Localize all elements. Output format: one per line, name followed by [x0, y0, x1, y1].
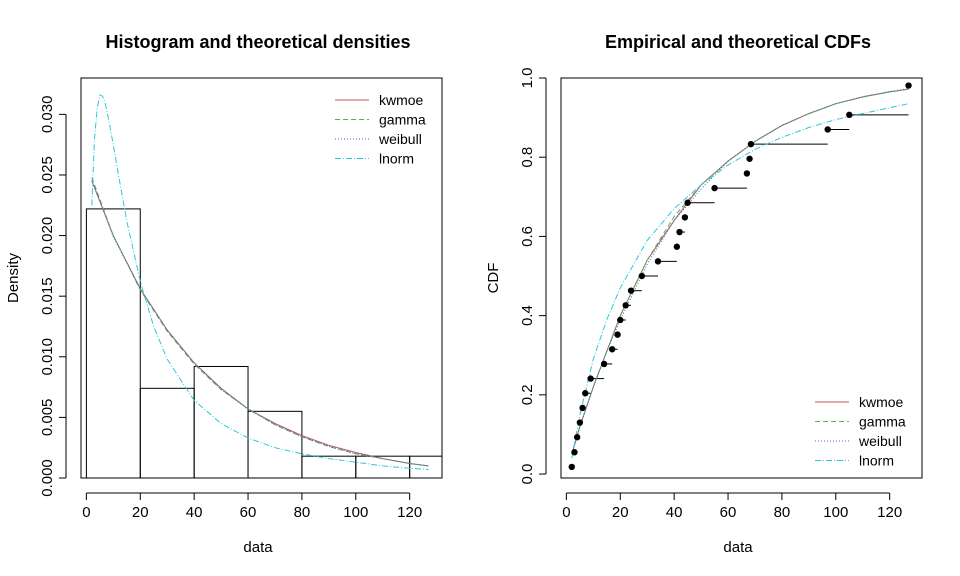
histogram-bar	[301, 455, 357, 479]
empirical-point	[576, 419, 584, 426]
y-tick-label: 0.4	[519, 305, 536, 326]
empirical-point	[846, 111, 853, 119]
histogram-bar	[85, 208, 141, 479]
chart-title: Empirical and theoretical CDFs	[605, 32, 871, 52]
x-axis-label: data	[243, 539, 273, 556]
x-tick-label: 80	[774, 504, 791, 521]
y-tick-label: 0.020	[39, 217, 56, 255]
y-tick-label: 0.2	[519, 384, 536, 405]
y-tick-label: 0.000	[39, 459, 56, 497]
empirical-point	[824, 126, 831, 133]
x-tick-label: 40	[666, 504, 683, 521]
histogram-bar	[139, 387, 195, 479]
empirical-point	[622, 302, 629, 309]
empirical-points	[568, 82, 912, 471]
x-tick-label: 0	[562, 504, 570, 521]
y-tick-label: 0.6	[519, 226, 536, 247]
legend: kwmoe gamma weibull lnorm	[815, 394, 906, 469]
empirical-point	[673, 243, 681, 250]
legend-label-lnorm: lnorm	[379, 151, 414, 167]
x-axis-label: data	[723, 539, 753, 556]
series-line-gamma	[571, 88, 909, 455]
empirical-point	[582, 390, 589, 397]
empirical-point	[600, 360, 608, 368]
empirical-point	[747, 140, 755, 148]
x-tick-label: 120	[877, 504, 902, 521]
y-tick-label: 0.010	[39, 338, 56, 376]
histogram-bar	[409, 455, 443, 479]
histogram-bar	[247, 410, 303, 479]
legend-label-kwmoe: kwmoe	[859, 394, 904, 410]
cdf-panel: Empirical and theoretical CDFs 0 20 40 60 80…	[485, 32, 923, 556]
empirical-point	[571, 449, 578, 456]
y-axis: 0.000 0.005 0.010 0.015 0.020 0.025 0.030	[39, 96, 67, 497]
legend: kwmoe gamma weibull lnorm	[335, 92, 426, 167]
empirical-point	[627, 287, 635, 294]
plot-frame	[560, 77, 923, 479]
y-tick-label: 0.025	[39, 156, 56, 194]
density-curves	[91, 94, 429, 470]
x-tick-label: 20	[612, 504, 629, 521]
empirical-point	[587, 375, 594, 382]
empirical-point	[711, 184, 718, 192]
legend-label-weibull: weibull	[858, 433, 902, 449]
histogram-bar	[193, 365, 249, 479]
empirical-point	[676, 228, 683, 236]
y-axis-label: Density	[5, 252, 22, 303]
histogram-panel: Histogram and theoretical densities 0 20 4…	[5, 32, 443, 556]
empirical-point	[905, 82, 912, 89]
empirical-point	[638, 272, 646, 280]
empirical-point	[684, 199, 691, 206]
series-line-weibull	[91, 179, 429, 467]
x-tick-label: 0	[82, 504, 90, 521]
y-tick-label: 0.015	[39, 277, 56, 315]
x-tick-label: 80	[294, 504, 311, 521]
x-tick-label: 100	[343, 504, 368, 521]
x-tick-label: 20	[132, 504, 149, 521]
empirical-point	[614, 331, 621, 338]
x-tick-label: 120	[397, 504, 422, 521]
empirical-point	[608, 346, 616, 353]
y-tick-label: 0.005	[39, 399, 56, 437]
cdf-curves	[571, 88, 909, 459]
series-line-gamma	[91, 177, 429, 467]
y-tick-label: 0.030	[39, 96, 56, 134]
legend-label-gamma: gamma	[379, 112, 426, 128]
x-axis: 0 20 40 60 80 100 120	[562, 492, 902, 521]
empirical-point	[681, 214, 689, 221]
legend-label-kwmoe: kwmoe	[379, 92, 424, 108]
y-tick-label: 1.0	[519, 68, 536, 89]
histogram-bars	[85, 208, 443, 479]
legend-label-gamma: gamma	[859, 414, 906, 430]
series-line-lnorm	[91, 94, 429, 470]
chart-title: Histogram and theoretical densities	[105, 32, 410, 52]
empirical-point	[617, 316, 624, 324]
y-tick-label: 0.0	[519, 464, 536, 485]
empirical-point	[568, 463, 575, 471]
series-line-lnorm	[571, 103, 909, 459]
series-line-kwmoe	[91, 180, 429, 467]
x-tick-label: 100	[823, 504, 848, 521]
x-tick-label: 60	[720, 504, 737, 521]
series-line-weibull	[571, 88, 909, 455]
empirical-point	[579, 404, 586, 412]
empirical-point	[743, 170, 751, 177]
x-axis: 0 20 40 60 80 100 120	[82, 492, 422, 521]
y-axis: 0.0 0.2 0.4 0.6 0.8 1.0	[519, 68, 547, 485]
series-line-kwmoe	[571, 88, 909, 455]
empirical-point	[573, 434, 581, 441]
y-axis-label: CDF	[485, 263, 502, 294]
legend-label-weibull: weibull	[378, 131, 422, 147]
x-tick-label: 40	[186, 504, 203, 521]
legend-label-lnorm: lnorm	[859, 453, 894, 469]
empirical-point	[654, 258, 662, 265]
empirical-point	[746, 155, 753, 162]
x-tick-label: 60	[240, 504, 257, 521]
y-tick-label: 0.8	[519, 147, 536, 168]
